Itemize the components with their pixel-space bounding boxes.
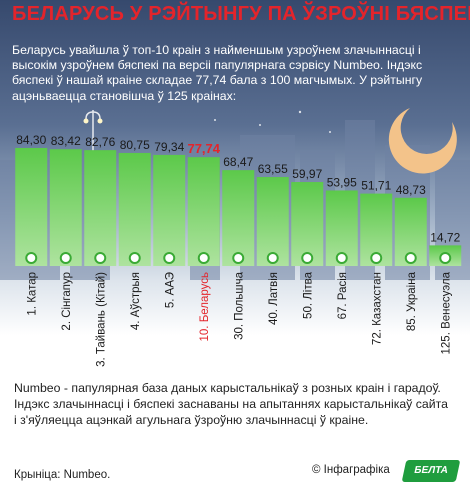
bar [15, 147, 48, 266]
value-label: 79,34 [154, 140, 184, 154]
bar [187, 157, 220, 266]
value-label: 59,97 [292, 167, 322, 181]
bar [49, 149, 82, 266]
footnote: Numbeo - папулярная база даных карысталь… [14, 381, 448, 427]
bar-marker-dot [335, 252, 348, 264]
belta-logo: БЕЛТА [401, 460, 461, 482]
value-label: 63,55 [258, 162, 288, 176]
bar-marker-dot [94, 252, 107, 264]
bar [153, 154, 186, 266]
category-label: 10. Беларусь [199, 272, 211, 341]
crescent-moon-icon [388, 108, 457, 174]
value-label: 84,30 [16, 133, 46, 147]
logo-text: БЕЛТА [413, 465, 450, 476]
category-label: 50. Літва [302, 271, 314, 319]
intro-text: Беларусь увайшла ў топ-10 краін з наймен… [12, 43, 423, 103]
bar-marker-dot [197, 252, 210, 264]
category-label: 2. Сінгапур [61, 272, 73, 331]
bar-marker-dot [163, 252, 176, 264]
bar-marker-dot [370, 252, 383, 264]
bar-marker-dot [301, 252, 314, 264]
bar-marker-dot [25, 252, 38, 264]
category-label: 3. Тайвань (Кітай) [95, 272, 107, 367]
value-label: 80,75 [120, 138, 150, 152]
bar [118, 152, 151, 266]
category-label: 85. Украіна [406, 271, 418, 331]
value-label: 51,71 [361, 179, 391, 193]
bar-marker-dot [266, 252, 279, 264]
value-label: 68,47 [223, 155, 253, 169]
bar [84, 150, 117, 266]
value-label: 77,74 [187, 141, 220, 156]
bar-marker-dot [128, 252, 141, 264]
category-label: 5. ААЭ [164, 272, 176, 308]
category-label: 125. Венесуэла [440, 271, 452, 354]
value-label: 53,95 [327, 175, 357, 189]
source-text: Крыніца: Numbeo. [14, 469, 111, 481]
category-label: 40. Латвія [268, 272, 280, 325]
value-label: 82,76 [85, 135, 115, 149]
rating-bar-chart: 84,30 1. Катар 83,42 2. Сінгапур 82,76 3. Тай… [15, 133, 462, 367]
value-label: 14,72 [430, 230, 460, 244]
copyright-text: © Інфаграфіка [312, 464, 390, 476]
bar-marker-dot [439, 252, 452, 264]
bar [256, 177, 289, 266]
value-label: 83,42 [51, 134, 81, 148]
category-label: 67. Расія [337, 272, 349, 319]
category-label: 1. Катар [26, 272, 38, 316]
bar-marker-dot [404, 252, 417, 264]
category-label: 72. Казахстан [371, 272, 383, 345]
value-label: 48,73 [396, 183, 426, 197]
category-label: 4. Аўстрыя [130, 272, 142, 330]
bar [222, 170, 255, 266]
page-title: БЕЛАРУСЬ У РЭЙТЫНГУ ПА ЎЗРОЎНІ БЯСПЕКІ [12, 3, 470, 25]
bar-marker-dot [59, 252, 72, 264]
bar-marker-dot [232, 252, 245, 264]
category-label: 30. Польшча [233, 271, 245, 340]
